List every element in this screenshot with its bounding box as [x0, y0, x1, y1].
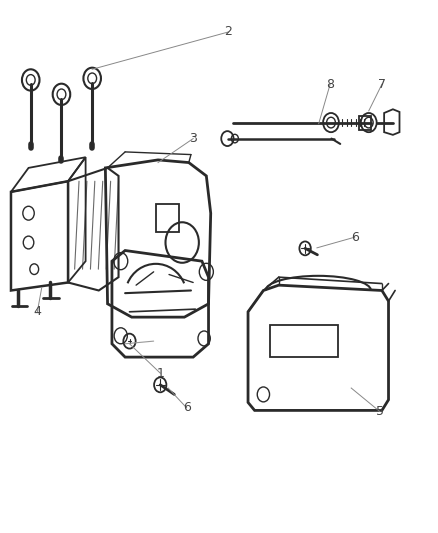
Text: 6: 6	[350, 231, 358, 244]
Bar	[155, 204, 178, 232]
Text: 8: 8	[325, 78, 333, 91]
Text: 1: 1	[156, 367, 164, 379]
Text: 6: 6	[182, 401, 190, 414]
Bar	[269, 325, 337, 357]
Text: 3: 3	[189, 132, 197, 145]
Bar	[358, 116, 371, 130]
Text: 7: 7	[377, 78, 385, 91]
Text: 2: 2	[224, 26, 232, 38]
Text: 4: 4	[33, 305, 41, 318]
Text: 5: 5	[375, 405, 383, 418]
